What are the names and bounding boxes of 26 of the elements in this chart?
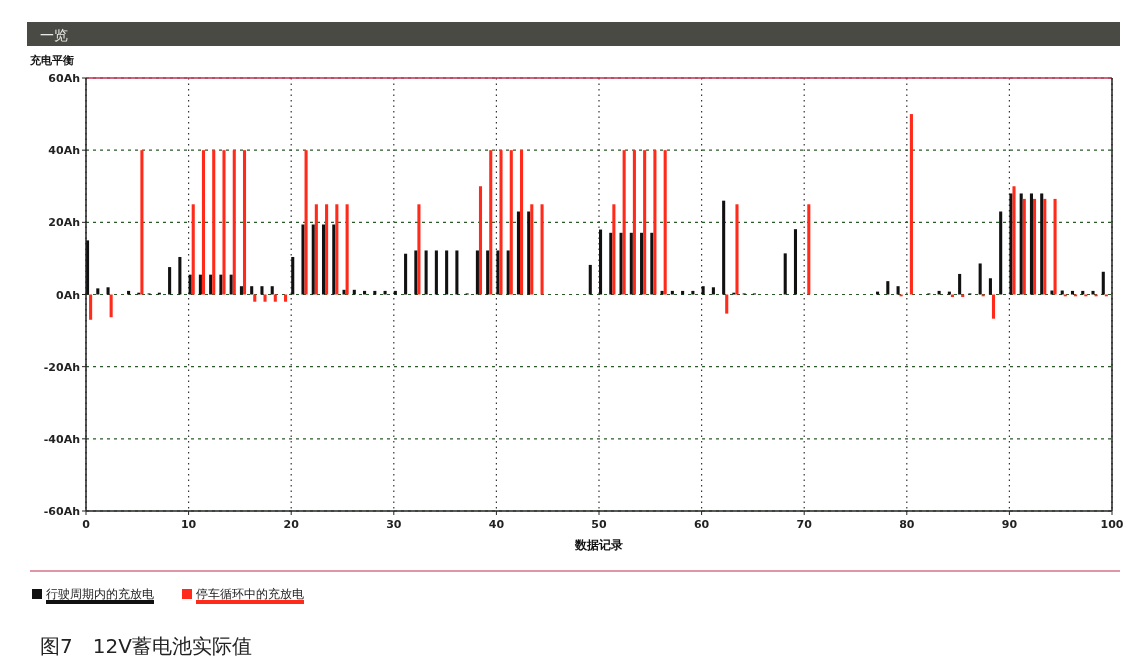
x-tick-label: 60 [693,518,710,531]
title: 一览 [40,27,68,43]
caption: 图7 12V蓄电池实际值 [40,634,252,658]
legend-item: 行驶周期内的充放电 [32,587,154,604]
x-tick-label: 90 [1001,518,1018,531]
legend-label: 行驶周期内的充放电 [46,587,154,601]
x-tick-label: 70 [796,518,813,531]
x-tick-label: 40 [488,518,505,531]
y-tick-label: -60Ah [43,505,80,518]
x-tick-label: 80 [899,518,915,531]
x-tick-label: 30 [386,518,402,531]
y-tick-label: 60Ah [48,72,80,85]
x-tick-label: 10 [180,518,197,531]
y-tick-label: -20Ah [43,360,80,374]
legend-item: 停车循环中的充放电 [182,587,304,604]
x-tick-label: 100 [1100,518,1124,531]
y-axis-title: 充电平衡 [29,54,74,67]
x-tick-label: 50 [591,518,607,531]
x-tick-label: 20 [283,518,300,531]
y-tick-label: 0Ah [56,288,80,302]
x-tick-label: 0 [82,518,91,531]
y-tick-label: -40Ah [43,432,80,446]
y-tick-label: 40Ah [48,144,80,158]
x-axis-title: 数据记录 [574,538,623,552]
y-tick-label: 20Ah [48,216,80,230]
legend-label: 停车循环中的充放电 [196,587,304,601]
